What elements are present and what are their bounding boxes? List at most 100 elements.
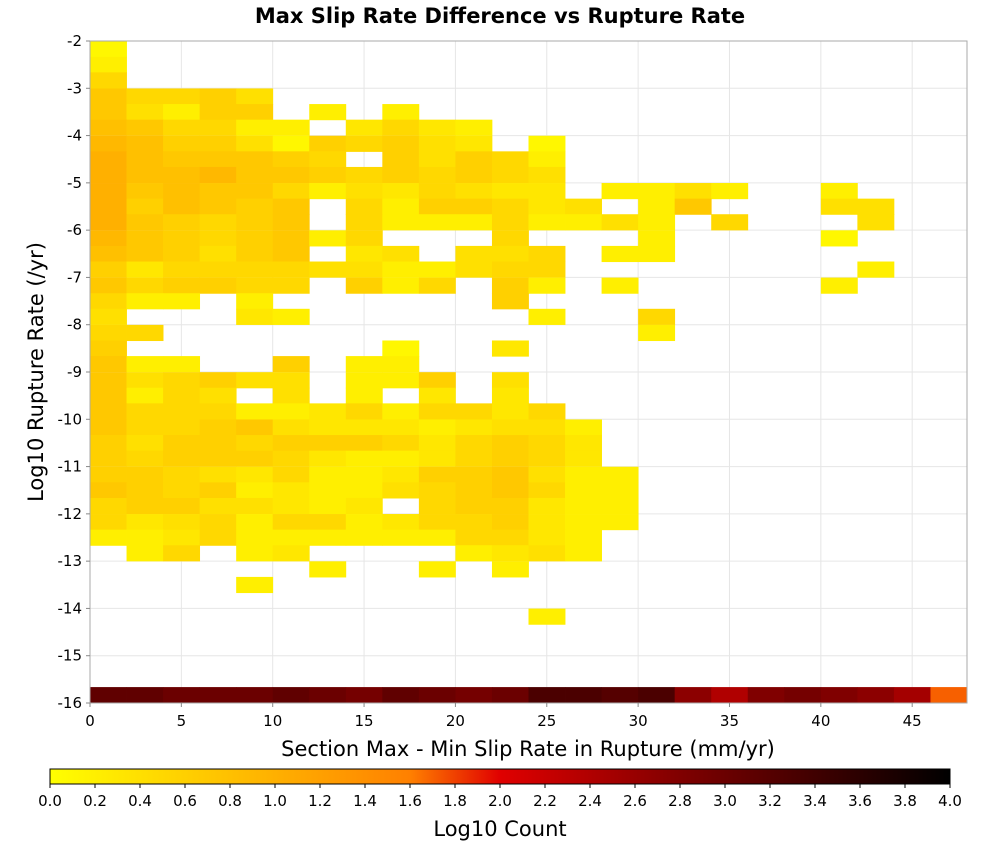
heatmap-cell	[272, 308, 310, 325]
heatmap-cell	[90, 245, 127, 263]
heatmap-cell	[418, 119, 456, 136]
heatmap-cell	[638, 687, 676, 704]
heatmap-cell	[236, 293, 274, 310]
heatmap-cell	[638, 214, 676, 231]
heatmap-cell	[418, 419, 456, 436]
heatmap-cell	[163, 482, 201, 499]
colorbar-tick-label: 0.8	[218, 792, 242, 810]
heatmap-cell	[163, 514, 201, 531]
heatmap-cell	[90, 340, 127, 357]
heatmap-cell	[528, 183, 566, 200]
heatmap-cell	[528, 497, 566, 515]
heatmap-cell	[528, 466, 566, 483]
heatmap-cell	[491, 497, 529, 515]
heatmap-cell	[309, 135, 347, 152]
heatmap-cell	[272, 435, 310, 452]
heatmap-cell	[711, 183, 749, 200]
heatmap-cell	[90, 356, 127, 373]
colorbar-tick-label: 3.2	[758, 792, 782, 810]
heatmap-cell	[236, 687, 274, 704]
heatmap-cell	[272, 372, 310, 389]
heatmap-cell	[382, 529, 420, 546]
heatmap-cell	[309, 561, 347, 578]
heatmap-cell	[309, 435, 347, 452]
heatmap-cell	[309, 687, 347, 704]
heatmap-cell	[90, 230, 127, 247]
heatmap-cell	[418, 482, 456, 499]
colorbar-tick-label: 2.4	[578, 792, 602, 810]
heatmap-cell	[236, 230, 274, 247]
heatmap-cell	[236, 119, 274, 136]
heatmap-cell	[528, 514, 566, 531]
heatmap-cell	[382, 135, 420, 152]
heatmap-cell	[345, 466, 383, 483]
y-tick-label: -12	[58, 505, 83, 523]
heatmap-cell	[272, 119, 310, 136]
heatmap-cell	[345, 497, 383, 515]
x-tick-label: 5	[177, 712, 187, 730]
heatmap-cell	[126, 293, 164, 310]
heatmap-cell	[199, 230, 237, 247]
heatmap-cell	[565, 450, 602, 467]
heatmap-cell	[345, 356, 383, 373]
heatmap-cell	[565, 545, 602, 562]
heatmap-cell	[528, 687, 566, 704]
heatmap-cell	[565, 514, 602, 531]
heatmap-cell	[199, 119, 237, 136]
heatmap-cell	[418, 450, 456, 467]
heatmap-cell	[491, 387, 529, 404]
heatmap-cell	[126, 277, 164, 294]
heatmap-cell	[163, 545, 201, 562]
heatmap-cell	[126, 135, 164, 152]
heatmap-cell	[272, 166, 310, 184]
heatmap-cell	[90, 104, 127, 121]
heatmap-cell	[90, 403, 127, 420]
heatmap-cell	[528, 151, 566, 168]
heatmap-cell	[491, 277, 529, 294]
heatmap-cell	[90, 88, 127, 105]
x-tick-label: 35	[720, 712, 739, 730]
heatmap-cell	[491, 561, 529, 578]
heatmap-cell	[272, 261, 310, 278]
heatmap-cell	[674, 687, 712, 704]
heatmap-cell	[418, 277, 456, 294]
heatmap-cell	[674, 198, 712, 215]
heatmap-cell	[528, 403, 566, 420]
heatmap-cell	[163, 450, 201, 467]
heatmap-cell	[491, 419, 529, 436]
heatmap-cell	[565, 497, 602, 515]
heatmap-cell	[491, 214, 529, 231]
heatmap-cell	[236, 529, 274, 546]
heatmap-cell	[601, 277, 639, 294]
heatmap-cell	[601, 687, 639, 704]
heatmap-cell	[455, 466, 493, 483]
heatmap-cell	[820, 183, 858, 200]
heatmap-cell	[163, 403, 201, 420]
heatmap-cell	[565, 466, 602, 483]
heatmap-cell	[126, 198, 164, 215]
heatmap-cell	[345, 529, 383, 546]
heatmap-cell	[455, 214, 493, 231]
heatmap-cell	[345, 245, 383, 263]
heatmap-cell	[199, 104, 237, 121]
heatmap-cell	[565, 214, 602, 231]
heatmap-cell	[711, 687, 749, 704]
heatmap-cell	[199, 166, 237, 184]
heatmap-cell	[163, 151, 201, 168]
heatmap-cell	[90, 324, 127, 342]
heatmap-cell	[90, 482, 127, 499]
heatmap-cell	[126, 387, 164, 404]
heatmap-cell	[126, 687, 164, 704]
heatmap-cell	[272, 419, 310, 436]
colorbar-tick-label: 3.8	[893, 792, 917, 810]
heatmap-cell	[418, 529, 456, 546]
heatmap-cell	[126, 324, 164, 342]
heatmap-cell	[309, 403, 347, 420]
y-tick-label: -15	[58, 647, 83, 665]
x-tick-label: 25	[537, 712, 556, 730]
x-tick-label: 40	[811, 712, 830, 730]
heatmap-cells	[90, 41, 968, 704]
heatmap-cell	[857, 214, 895, 231]
heatmap-cell	[455, 687, 493, 704]
